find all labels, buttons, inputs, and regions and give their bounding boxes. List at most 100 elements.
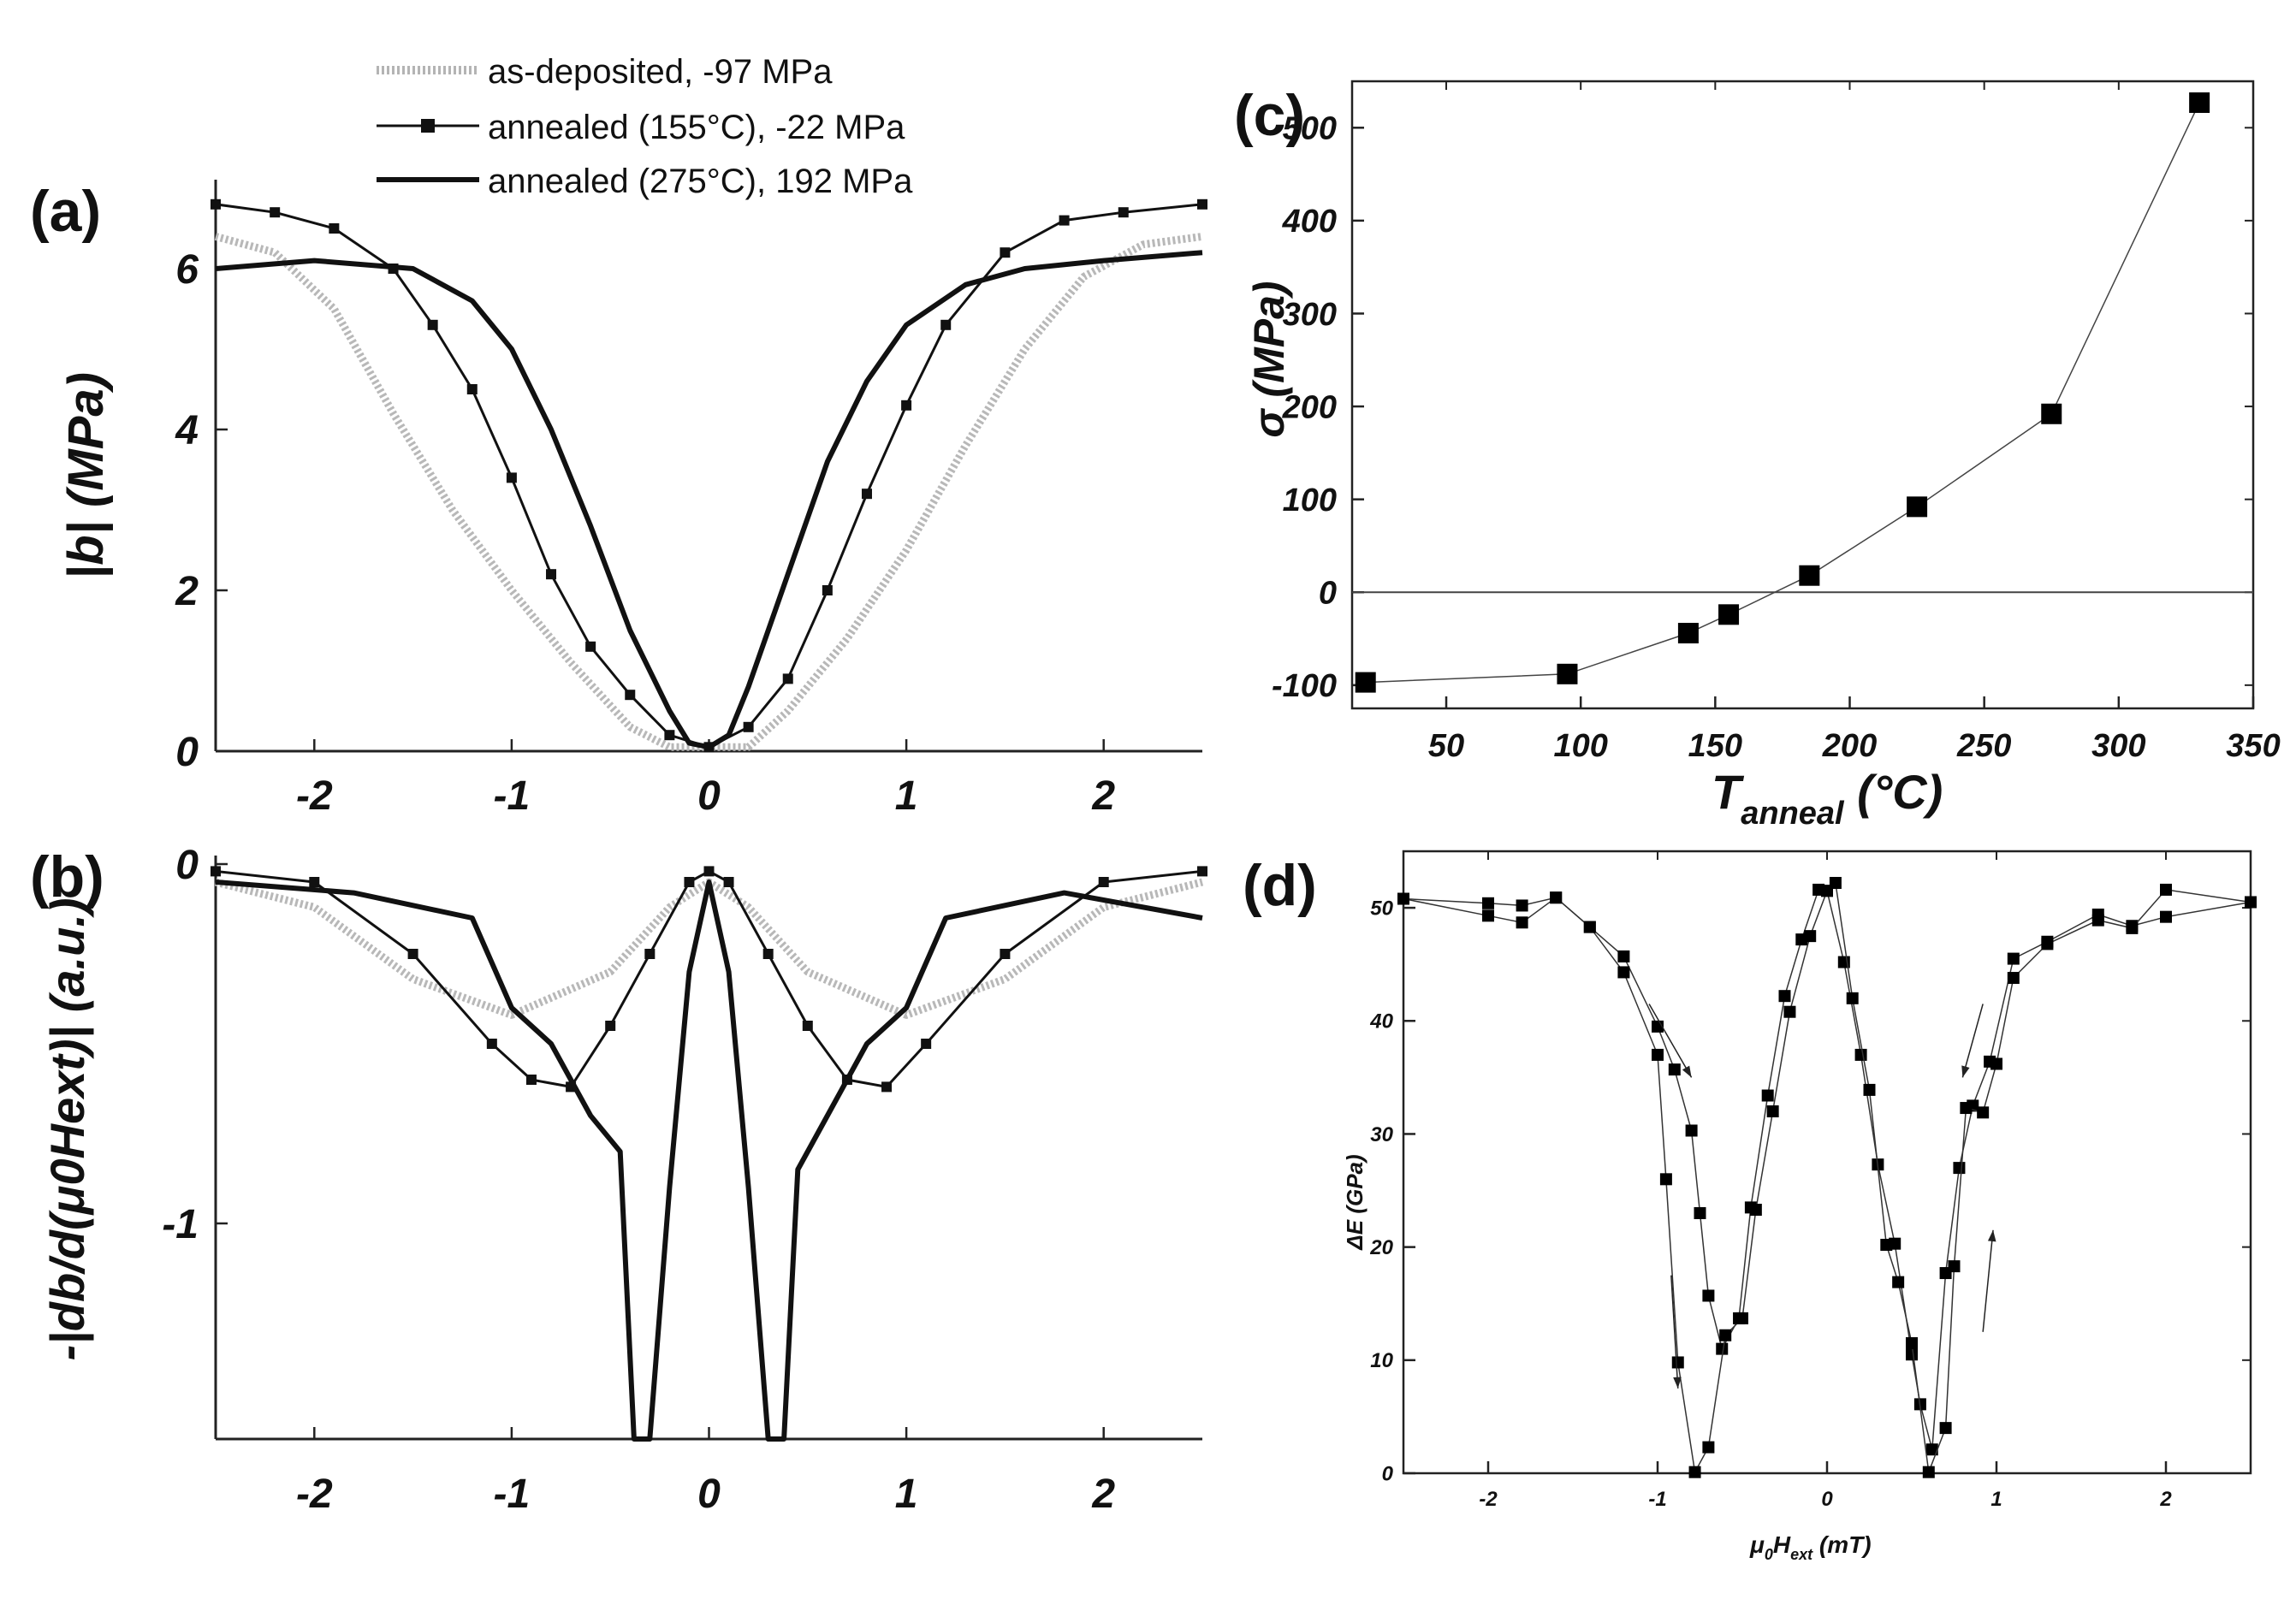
plot-d-series-0-marker (1906, 1348, 1918, 1361)
plot-a: -2 -1 0 1 2 0 2 4 6 (175, 180, 1207, 819)
plot-d-series-0-marker (1516, 899, 1528, 912)
plot-d-series-1-marker (1922, 1466, 1935, 1478)
plot-d-series-1-marker (1783, 1005, 1796, 1018)
plot-d-series-0-marker (1716, 1342, 1729, 1355)
plot-d-y-tick-label: 40 (1369, 1010, 1393, 1033)
plot-d-x-tick-label: 1 (1990, 1488, 2002, 1511)
plot-c-y-tick-label: 100 (1283, 483, 1337, 518)
plot-d-y-tick-label: 30 (1370, 1123, 1393, 1146)
plot-c-point (1677, 623, 1699, 644)
plot-b-series-1-marker (1000, 949, 1011, 959)
plot-a-y-tick-label: 4 (175, 408, 199, 453)
plot-a-series-1-marker (782, 673, 793, 684)
plot-a-x-tick-label: -2 (296, 773, 333, 819)
plot-a-series-1-marker (506, 472, 517, 483)
plot-c-line (1365, 102, 2200, 684)
plot-c-y-tick-label: 200 (1282, 389, 1337, 425)
plot-a-series-1-marker (664, 730, 675, 741)
plot-d-series-0-marker (1482, 897, 1494, 909)
plot-b-series-1-marker (802, 1021, 813, 1031)
plot-b-series-1-marker (525, 1075, 537, 1085)
plot-d-arrow-head (1987, 1229, 1996, 1242)
plot-d-x-tick-label: 0 (1821, 1488, 1833, 1511)
plot-d-frame (1402, 850, 2252, 1475)
plot-c-point (2041, 403, 2062, 424)
plot-a-x-tick-label: 1 (895, 773, 918, 819)
plot-a-series-1-marker (546, 569, 557, 580)
plot-d-series-1-marker (1749, 1204, 1762, 1217)
plot-d-series-0-marker (1617, 950, 1630, 962)
axis-label-d-x-sub0: 0 (1765, 1546, 1773, 1563)
plot-d-series-1-marker (1702, 1441, 1715, 1454)
plot-d-series-0-marker (1778, 990, 1791, 1003)
plot-c-x-tick-label: 50 (1428, 728, 1464, 764)
plot-d-series-1-marker (1766, 1105, 1779, 1118)
plot-d-arrow-shaft (1648, 1004, 1693, 1078)
plot-a-series-1-marker (822, 585, 833, 595)
plot-a-series-1 (215, 203, 1203, 749)
plot-d-x-tick-label: -2 (1479, 1488, 1498, 1511)
plot-d-series-1-marker (1939, 1422, 1952, 1435)
plot-a-series-1-marker (901, 400, 912, 411)
axis-label-c-x-sub: anneal (1741, 796, 1845, 832)
plot-a-y-tick-label: 2 (175, 569, 199, 614)
plot-a-series-1-marker (270, 207, 281, 218)
legend-label-as-deposited: as-deposited, -97 MPa (488, 53, 833, 91)
plot-b-x-tick-label: -2 (296, 1472, 333, 1517)
legend-label-annealed-155: annealed (155°C), -22 MPa (488, 109, 905, 146)
plot-d-arrow-shaft (1982, 1229, 1994, 1332)
plot-d-series-1-marker (1736, 1312, 1748, 1324)
plot-d-series-0-marker (2007, 952, 2020, 965)
plot-d-series-1-marker (1482, 909, 1494, 922)
plot-a-series-1-marker (1118, 207, 1129, 218)
legend-label-annealed-275: annealed (275°C), 192 MPa (488, 163, 913, 200)
plot-b-x-tick-label: -1 (494, 1472, 531, 1517)
plot-c-x-tick-label: 200 (1822, 728, 1877, 764)
plot-a-series-0 (214, 232, 1203, 751)
axis-label-c-y: σ (MPa) (1245, 281, 1293, 437)
plot-b-series-1-marker (723, 877, 734, 887)
plot-d-series-1-marker (2041, 938, 2054, 951)
plot-d-series-1-marker (1829, 877, 1842, 890)
plot-c-y-tick-label: 400 (1282, 204, 1337, 240)
plot-d-series-1 (1403, 881, 2252, 1475)
plot-d-series-0-marker (2160, 910, 2172, 923)
plot-d-series-1-marker (1659, 1173, 1672, 1186)
plot-d-series-1-marker (1846, 992, 1859, 1004)
plot-b-series-0 (214, 878, 1204, 1019)
plot-c-x-tick-label: 350 (2226, 728, 2280, 764)
plot-a-series-1-marker (427, 319, 438, 330)
plot-a-series-1-marker (743, 721, 754, 732)
plot-c-y-tick-label: 0 (1319, 576, 1337, 612)
plot-d-series-1-marker (2007, 972, 2020, 985)
plot-b: -2 -1 0 1 2 -1 0 (162, 843, 1207, 1517)
plot-b-series-1-marker (1098, 877, 1109, 887)
plot-a-series-1-marker (1197, 198, 1207, 210)
plot-c-point (1907, 496, 1928, 518)
plot-c-frame (1350, 80, 2255, 710)
plot-a-series-1-marker (211, 198, 221, 210)
axis-label-d-x-sub: ext (1790, 1546, 1813, 1563)
plot-d-series-0-marker (1925, 1443, 1938, 1456)
plot-d-series-1-marker (1948, 1260, 1961, 1273)
plot-c-point (1355, 672, 1376, 693)
plot-d-series-0-marker (1761, 1089, 1774, 1102)
plot-d-series-1-marker (2245, 896, 2257, 909)
plot-d-series-1-marker (1652, 1048, 1664, 1061)
plot-b-series-1-marker (703, 866, 715, 877)
plot-d-series-1-marker (1990, 1057, 2002, 1070)
plot-b-series-1 (215, 869, 1203, 1088)
plot-d-series-1-marker (1516, 916, 1528, 929)
plot-d-series-1-marker (1719, 1329, 1732, 1341)
axis-label-d-x-H: H (1773, 1531, 1791, 1558)
plot-c-y-tick-label: -100 (1272, 668, 1337, 704)
plot-a-series-1-marker (861, 489, 872, 500)
plot-a-series-2 (215, 250, 1203, 750)
plot-d-x-tick-label: -1 (1648, 1488, 1666, 1511)
axis-label-d-y: ΔE (GPa) (1342, 1154, 1368, 1250)
axis-label-d-x-mu: μ (1749, 1531, 1765, 1558)
plot-d-series-1-marker (1804, 930, 1817, 943)
plot-a-y-tick-label: 0 (175, 730, 199, 775)
plot-b-series-2 (215, 879, 1203, 1442)
